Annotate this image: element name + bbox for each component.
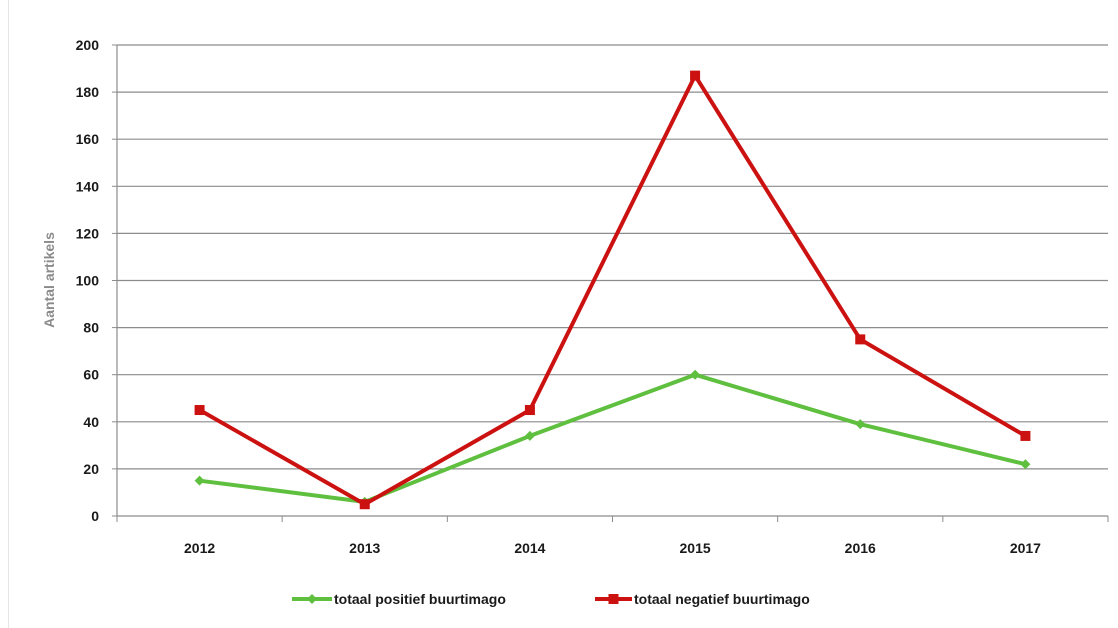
gridlines (117, 44, 1108, 470)
y-tick-label: 180 (76, 84, 100, 100)
x-tick-label: 2012 (184, 540, 215, 556)
y-tick-label: 160 (76, 131, 100, 147)
legend-label: totaal positief buurtimago (334, 591, 506, 607)
x-tick-label: 2013 (349, 540, 380, 556)
x-tick-labels: 2012 2013 2014 2015 2016 2017 (184, 540, 1041, 556)
series-line (197, 73, 1028, 507)
data-point (359, 499, 370, 510)
x-tick-label: 2014 (514, 540, 545, 556)
x-tick-label: 2017 (1010, 540, 1041, 556)
y-tick-label: 100 (76, 273, 100, 289)
left-frame-border (0, 0, 9, 628)
data-point (1020, 430, 1031, 441)
legend-item: totaal positief buurtimago (292, 591, 506, 607)
legend-item: totaal negatief buurtimago (595, 591, 810, 607)
series (194, 70, 1031, 510)
x-tick-label: 2015 (680, 540, 711, 556)
data-point (690, 369, 701, 380)
y-axis-label: Aantal artikels (41, 232, 57, 328)
legend-label: totaal negatief buurtimago (634, 591, 810, 607)
y-tick-label: 40 (83, 414, 99, 430)
data-point (194, 475, 205, 486)
x-tick-label: 2016 (845, 540, 876, 556)
data-point (524, 430, 535, 441)
legend-swatch-marker (608, 594, 619, 604)
y-tick-label: 0 (91, 508, 99, 524)
y-tick-label: 60 (83, 367, 99, 383)
data-point (194, 405, 205, 416)
series-2 (194, 70, 1031, 510)
y-tick-label: 120 (76, 225, 100, 241)
series-line (197, 372, 1028, 504)
y-tick-label: 80 (83, 320, 99, 336)
y-tick-label: 20 (83, 461, 99, 477)
data-point (690, 70, 701, 81)
y-tick-label: 140 (76, 178, 100, 194)
y-tick-labels: 0 20 40 60 80 100 120 140 160 180 200 (76, 37, 100, 524)
legend-swatch-marker (307, 594, 317, 604)
axes (112, 44, 1109, 522)
data-point (1020, 459, 1031, 470)
legend: totaal positief buurtimago totaal negatie… (292, 591, 810, 607)
series-1 (194, 369, 1031, 507)
data-point (524, 405, 535, 416)
data-point (855, 334, 866, 345)
y-tick-label: 200 (76, 37, 100, 53)
data-point (855, 419, 866, 430)
